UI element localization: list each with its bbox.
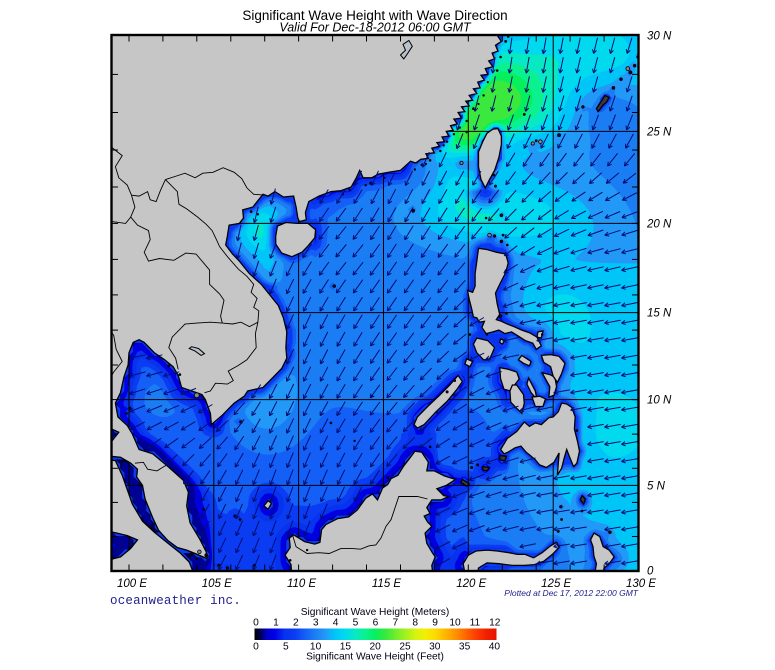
svg-text:Plotted at Dec 17, 2012 22:00: Plotted at Dec 17, 2012 22:00 GMT xyxy=(504,588,639,598)
svg-text:10: 10 xyxy=(449,618,461,629)
svg-text:0: 0 xyxy=(647,566,654,578)
svg-text:120 E: 120 E xyxy=(456,578,486,590)
svg-text:30 N: 30 N xyxy=(647,31,672,43)
svg-text:4: 4 xyxy=(333,618,339,629)
svg-text:3: 3 xyxy=(313,618,319,629)
svg-text:Significant Wave Height with W: Significant Wave Height with Wave Direct… xyxy=(242,8,507,23)
svg-text:105 E: 105 E xyxy=(202,578,232,590)
svg-text:115 E: 115 E xyxy=(372,578,402,590)
svg-text:8: 8 xyxy=(412,618,418,629)
svg-text:20 N: 20 N xyxy=(646,218,672,230)
svg-text:10 N: 10 N xyxy=(647,395,672,407)
svg-text:11: 11 xyxy=(470,618,481,629)
svg-text:Significant Wave Height (Feet): Significant Wave Height (Feet) xyxy=(306,652,444,663)
svg-text:30: 30 xyxy=(429,642,441,653)
svg-text:125 E: 125 E xyxy=(541,578,571,590)
svg-text:15: 15 xyxy=(340,642,352,653)
svg-text:130 E: 130 E xyxy=(626,578,656,590)
svg-text:Significant Wave Height (Meter: Significant Wave Height (Meters) xyxy=(301,607,450,618)
svg-text:oceanweather inc.: oceanweather inc. xyxy=(110,594,241,608)
svg-text:Valid For Dec-18-2012 06:00 GM: Valid For Dec-18-2012 06:00 GMT xyxy=(279,21,472,35)
svg-text:0: 0 xyxy=(253,618,259,629)
svg-text:25: 25 xyxy=(399,642,411,653)
svg-text:5: 5 xyxy=(283,642,289,653)
svg-text:7: 7 xyxy=(392,618,398,629)
svg-text:2: 2 xyxy=(293,618,299,629)
svg-text:15 N: 15 N xyxy=(647,308,672,320)
svg-text:6: 6 xyxy=(373,618,379,629)
svg-text:100 E: 100 E xyxy=(117,578,147,590)
svg-text:9: 9 xyxy=(432,618,438,629)
svg-text:0: 0 xyxy=(253,642,259,653)
svg-text:5: 5 xyxy=(353,618,359,629)
svg-text:5 N: 5 N xyxy=(647,480,666,492)
svg-text:12: 12 xyxy=(489,618,501,629)
svg-text:1: 1 xyxy=(273,618,279,629)
svg-text:25 N: 25 N xyxy=(646,126,672,138)
svg-text:10: 10 xyxy=(310,642,322,653)
svg-text:110 E: 110 E xyxy=(287,578,317,590)
svg-text:20: 20 xyxy=(370,642,382,653)
svg-text:40: 40 xyxy=(489,642,501,653)
svg-text:35: 35 xyxy=(459,642,471,653)
